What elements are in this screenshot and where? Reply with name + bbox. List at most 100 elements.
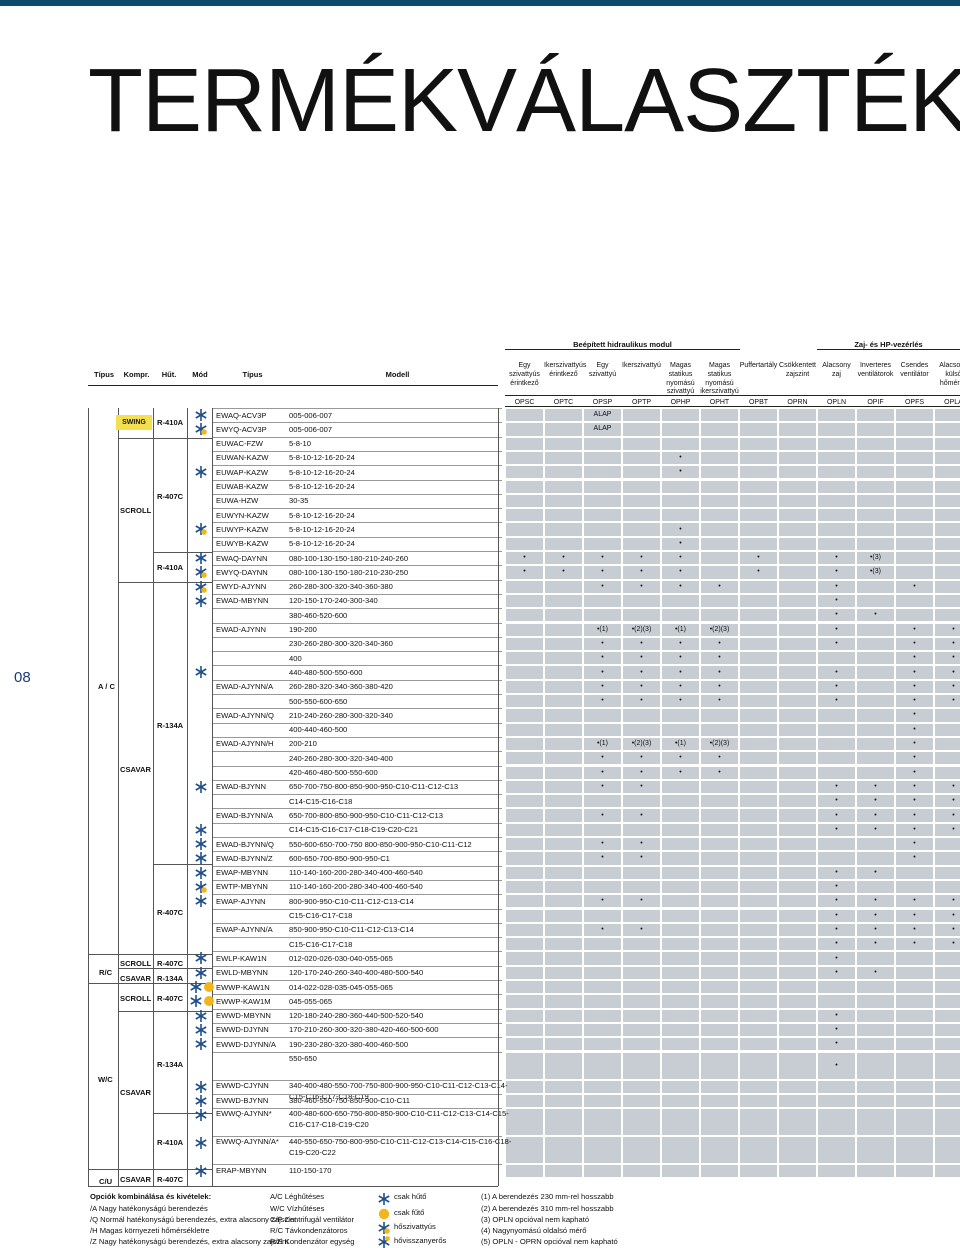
option-cell bbox=[896, 409, 933, 422]
option-cell bbox=[701, 609, 738, 622]
option-cell bbox=[506, 966, 543, 979]
option-cell bbox=[896, 838, 933, 851]
row-separator bbox=[212, 994, 502, 996]
option-cell bbox=[545, 852, 582, 865]
option-cell bbox=[506, 509, 543, 522]
option-cell bbox=[935, 509, 960, 522]
row-model: 190-200 bbox=[289, 625, 317, 634]
sun-icon bbox=[378, 1208, 390, 1220]
option-mark: • bbox=[874, 811, 877, 819]
row-type: EWWD-DJYNN bbox=[216, 1025, 269, 1035]
option-cell bbox=[857, 938, 894, 951]
legend-note: (5) OPLN - OPRN opcióval nem kapható bbox=[481, 1237, 618, 1246]
header-group-label: Beépített hidraulikus modul bbox=[573, 340, 672, 349]
option-mark: • bbox=[601, 639, 604, 647]
option-cell bbox=[545, 952, 582, 965]
option-cell bbox=[545, 938, 582, 951]
option-mark: • bbox=[718, 754, 721, 762]
option-cell bbox=[935, 652, 960, 665]
row-model: 400-440-460-500 bbox=[289, 725, 348, 735]
option-cell bbox=[740, 566, 777, 579]
option-cell bbox=[701, 652, 738, 665]
option-cell bbox=[779, 1038, 816, 1051]
option-cell bbox=[662, 1038, 699, 1051]
option-cell bbox=[623, 437, 660, 450]
option-mark: •(2)(3) bbox=[709, 625, 730, 633]
option-cell bbox=[818, 1136, 855, 1163]
group-separator bbox=[118, 1011, 212, 1012]
option-cell bbox=[584, 594, 621, 608]
option-cell bbox=[779, 866, 816, 879]
option-cell bbox=[545, 523, 582, 536]
option-cell bbox=[818, 938, 855, 951]
option-cell bbox=[935, 609, 960, 622]
row-separator bbox=[212, 851, 502, 853]
option-mark: • bbox=[601, 568, 604, 576]
row-model: 500-550-600-650 bbox=[289, 696, 348, 706]
option-mark: • bbox=[913, 825, 916, 833]
option-cell bbox=[740, 637, 777, 651]
option-cell bbox=[545, 795, 582, 808]
option-cell bbox=[896, 737, 933, 751]
option-cell bbox=[662, 594, 699, 608]
option-cell bbox=[584, 766, 621, 779]
option-cell bbox=[662, 1136, 699, 1163]
legend-note: (1) A berendezés 230 mm-rel hosszabb bbox=[481, 1192, 614, 1201]
option-mark: • bbox=[874, 782, 877, 790]
option-cell bbox=[623, 695, 660, 708]
snowflake-icon bbox=[195, 1080, 207, 1093]
option-cell bbox=[662, 823, 699, 836]
group-refrigerant-label: R-407C bbox=[157, 1175, 184, 1184]
row-separator bbox=[212, 593, 502, 595]
option-mark: • bbox=[952, 911, 955, 919]
group-separator bbox=[118, 968, 212, 969]
option-cell bbox=[701, 737, 738, 751]
option-cell bbox=[857, 795, 894, 808]
option-cell bbox=[857, 909, 894, 922]
option-cell bbox=[584, 637, 621, 651]
option-cell bbox=[896, 652, 933, 665]
row-model: 5-8-10-12-16-20-24 bbox=[289, 467, 355, 477]
option-mark: • bbox=[718, 582, 721, 590]
snowflake-icon bbox=[195, 895, 207, 908]
option-cell bbox=[623, 623, 660, 636]
column-header: Típus bbox=[94, 370, 114, 379]
option-mark: •(2)(3) bbox=[709, 740, 730, 748]
option-cell bbox=[701, 637, 738, 651]
option-cell bbox=[935, 766, 960, 779]
row-model: 260-280-320-340-360-380-420 bbox=[289, 682, 393, 692]
option-cell bbox=[779, 995, 816, 1008]
row-separator bbox=[212, 708, 502, 710]
option-cell bbox=[506, 480, 543, 493]
option-mark: • bbox=[835, 682, 838, 690]
row-model: 5-8-10-12-16-20-24 bbox=[289, 524, 355, 534]
option-cell bbox=[740, 580, 777, 593]
option-cell bbox=[779, 809, 816, 822]
option-cell bbox=[584, 981, 621, 994]
option-cell bbox=[896, 1023, 933, 1037]
option-cell bbox=[662, 580, 699, 593]
row-model: 440-550-650-750-800-950-C10-C11-C12-C13-… bbox=[289, 1136, 512, 1146]
option-mark: •(3) bbox=[869, 568, 881, 576]
option-cell bbox=[896, 580, 933, 593]
option-mark: • bbox=[913, 582, 916, 590]
option-mark: • bbox=[835, 925, 838, 933]
option-cell bbox=[935, 566, 960, 579]
option-mark: • bbox=[835, 897, 838, 905]
option-mark: • bbox=[874, 925, 877, 933]
option-mark: •(1) bbox=[674, 740, 686, 748]
option-cell bbox=[545, 566, 582, 579]
option-cell bbox=[506, 1094, 543, 1107]
option-cell bbox=[896, 552, 933, 565]
row-model: 080-100-130-150-180-210-230-250 bbox=[289, 567, 409, 577]
option-cell bbox=[584, 480, 621, 493]
option-cell bbox=[818, 752, 855, 765]
row-model: 340-400-480-550-700-750-800-900-950-C10-… bbox=[289, 1080, 508, 1090]
option-mark: • bbox=[913, 811, 916, 819]
option-cell bbox=[506, 423, 543, 436]
option-cell bbox=[935, 552, 960, 565]
option-cell bbox=[740, 652, 777, 665]
option-cell bbox=[584, 523, 621, 536]
option-cell bbox=[779, 537, 816, 550]
option-cell bbox=[740, 895, 777, 908]
